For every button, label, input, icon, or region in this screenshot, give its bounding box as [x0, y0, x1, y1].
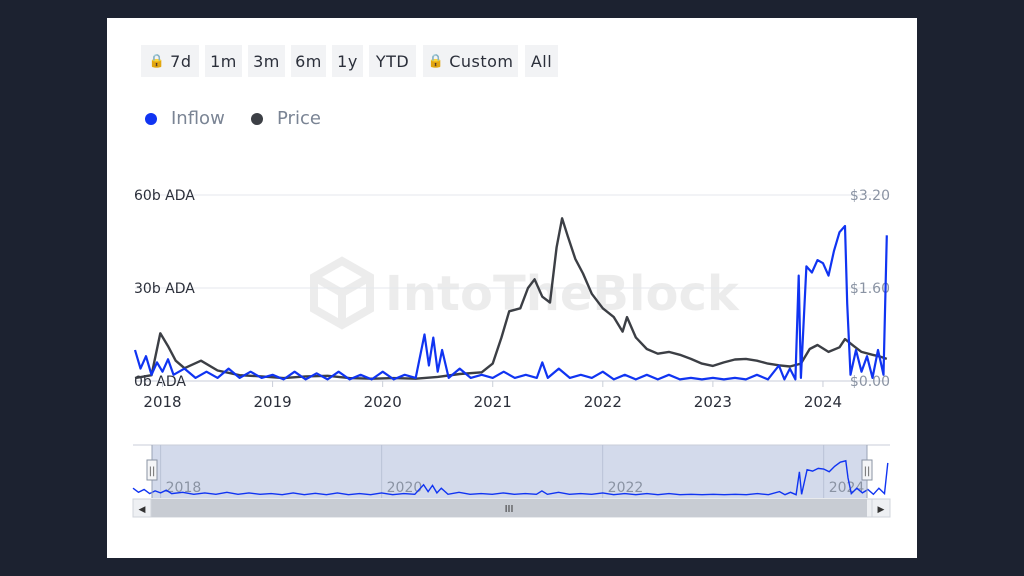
- lock-icon: 🔒: [427, 53, 445, 69]
- x-tick-label: 2019: [253, 393, 291, 411]
- y-left-tick-label: 30b ADA: [134, 281, 195, 297]
- arrow-right-icon: ▶: [878, 505, 885, 515]
- legend-swatch: [145, 112, 157, 125]
- legend-swatch: [251, 112, 263, 125]
- legend-item-inflow[interactable]: Inflow: [145, 108, 225, 129]
- legend-label: Inflow: [171, 108, 225, 129]
- watermark-text: IntoTheBlock: [385, 266, 740, 322]
- navigator-right-handle[interactable]: ||: [861, 445, 873, 498]
- handle-grip-icon: ||: [149, 466, 156, 477]
- range-button-label: Custom: [449, 51, 514, 71]
- x-tick-label: 2021: [474, 393, 512, 411]
- range-button-label: 1m: [210, 51, 237, 71]
- legend-label: Price: [277, 108, 321, 129]
- range-button-6m[interactable]: 6m: [291, 45, 326, 77]
- x-tick-label: 2023: [694, 393, 732, 411]
- range-button-1m[interactable]: 1m: [205, 45, 242, 77]
- range-button-ytd[interactable]: YTD: [369, 45, 416, 77]
- navigator-series-line: [132, 459, 889, 496]
- series-line-inflow: [133, 224, 888, 381]
- range-button-label: YTD: [375, 51, 410, 71]
- handle-grip-icon: ||: [864, 466, 871, 477]
- scroll-right-button[interactable]: ▶: [871, 498, 891, 518]
- y-right-tick-label: $1.60: [850, 281, 890, 297]
- navigator-scrollbar[interactable]: III ◀ ▶: [132, 498, 891, 518]
- x-tick-label: 2020: [364, 393, 402, 411]
- grid-lines: [135, 194, 889, 382]
- range-button-label: All: [530, 51, 553, 71]
- range-button-all[interactable]: All: [525, 45, 558, 77]
- arrow-left-icon: ◀: [139, 505, 146, 515]
- x-tick-label: 2018: [143, 393, 181, 411]
- y-left-tick-label: 60b ADA: [134, 188, 195, 204]
- scrollbar-grip-icon: III: [505, 504, 514, 515]
- series-lines: [133, 217, 888, 381]
- navigator-tick-label: 2024: [829, 480, 865, 496]
- legend-item-price[interactable]: Price: [251, 108, 321, 129]
- x-tick-label: 2022: [584, 393, 622, 411]
- range-button-label: 7d: [170, 51, 192, 71]
- navigator-left-handle[interactable]: ||: [146, 445, 158, 498]
- navigator-tick-label: 2018: [166, 480, 202, 496]
- main-chart: IntoTheBlock 0b ADA $0.00 30b ADA $1.60 60b …: [132, 188, 891, 518]
- y-right-tick-label: $3.20: [850, 188, 890, 204]
- navigator-tick-label: 2022: [608, 480, 644, 496]
- navigator-selected-range[interactable]: [152, 445, 867, 498]
- range-button-label: 6m: [295, 51, 322, 71]
- watermark: IntoTheBlock: [310, 256, 740, 330]
- range-button-7d[interactable]: 🔒 7d: [141, 45, 199, 77]
- range-button-label: 3m: [253, 51, 280, 71]
- y-right-tick-label: $0.00: [850, 374, 890, 390]
- axes: 0b ADA $0.00 30b ADA $1.60 60b ADA $3.20 2018 2…: [134, 188, 890, 411]
- scrollbar-thumb[interactable]: [151, 499, 867, 517]
- range-button-custom[interactable]: 🔒 Custom: [423, 45, 518, 77]
- chart-card: 🔒 7d 1m 3m 6m 1y YTD 🔒 Custom All Inflow Price Int…: [107, 18, 917, 558]
- navigator[interactable]: 2018 2020 2022 2024 || || III ◀ ▶: [132, 444, 891, 518]
- range-button-3m[interactable]: 3m: [248, 45, 285, 77]
- lock-icon: 🔒: [148, 53, 166, 69]
- range-button-label: 1y: [337, 51, 358, 71]
- y-left-tick-label: 0b ADA: [134, 374, 186, 390]
- range-button-1y[interactable]: 1y: [332, 45, 363, 77]
- scroll-left-button[interactable]: ◀: [132, 498, 152, 518]
- x-tick-label: 2024: [804, 393, 842, 411]
- navigator-tick-label: 2020: [387, 480, 423, 496]
- watermark-logo-icon: [310, 256, 374, 330]
